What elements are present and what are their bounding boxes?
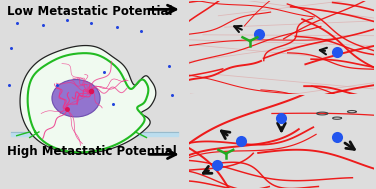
Text: High Metastatic Potential: High Metastatic Potential — [8, 145, 177, 158]
Ellipse shape — [52, 80, 100, 117]
Text: Low Metastatic Potential: Low Metastatic Potential — [8, 5, 173, 18]
Polygon shape — [20, 46, 156, 153]
